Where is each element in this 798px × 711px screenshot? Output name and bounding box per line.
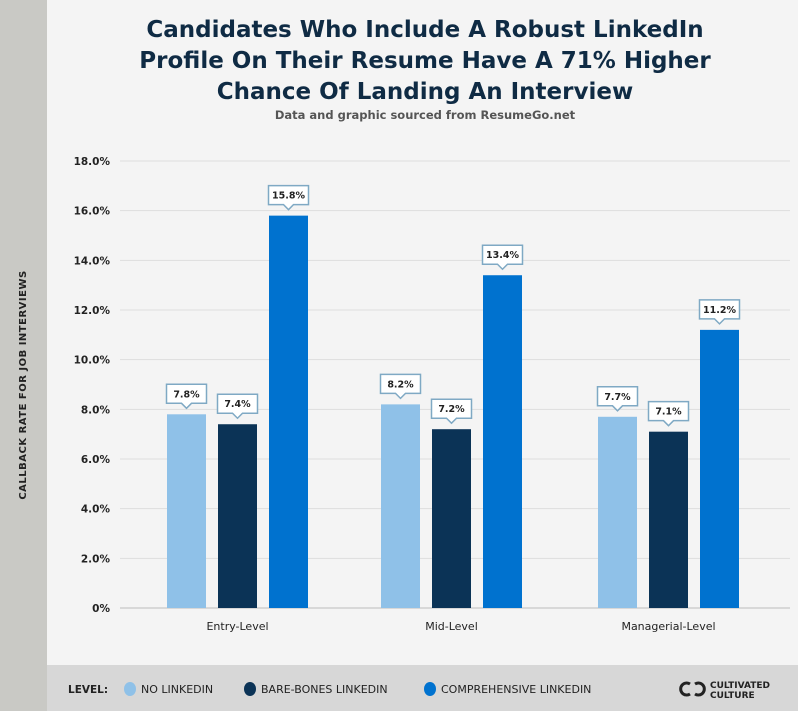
- bar: [432, 429, 471, 608]
- chart-subtitle: Data and graphic sourced from ResumeGo.n…: [275, 108, 576, 122]
- y-tick-label: 2.0%: [81, 553, 111, 565]
- data-label: 13.4%: [486, 250, 519, 261]
- data-label-box: [267, 184, 310, 211]
- data-label: 7.1%: [655, 407, 682, 418]
- y-tick-label: 0%: [92, 603, 110, 615]
- data-label: 8.2%: [387, 379, 414, 390]
- data-label: 7.8%: [173, 389, 200, 400]
- legend-label: NO LINKEDIN: [141, 683, 213, 696]
- brand-logo: CULTIVATED CULTURE: [679, 681, 770, 701]
- bar: [700, 329, 739, 608]
- legend-title: LEVEL:: [68, 684, 108, 696]
- y-tick-label: 4.0%: [81, 504, 111, 516]
- data-label-box: [596, 386, 639, 412]
- data-label: 7.7%: [604, 392, 631, 403]
- chart-title-line-1: Candidates Who Include A Robust LinkedIn: [146, 17, 703, 43]
- legend-swatch: [124, 682, 136, 696]
- legend-swatch: [244, 682, 256, 696]
- data-label: 15.8%: [272, 191, 305, 202]
- left-strip: [0, 0, 47, 711]
- x-tick-label: Mid-Level: [425, 620, 478, 633]
- y-tick-label: 8.0%: [81, 404, 111, 416]
- legend-label: BARE-BONES LINKEDIN: [261, 683, 388, 696]
- y-tick-label: 18.0%: [74, 156, 111, 168]
- bar: [649, 431, 688, 608]
- legend-swatch: [424, 682, 436, 696]
- data-label-box: [165, 383, 208, 410]
- y-tick-label: 12.0%: [74, 305, 111, 317]
- data-label: 7.2%: [438, 404, 465, 415]
- bar: [167, 414, 206, 608]
- data-label-box: [430, 398, 473, 425]
- data-label-box: [379, 373, 422, 400]
- data-label: 11.2%: [703, 305, 736, 316]
- y-axis-label: CALLBACK RATE FOR JOB INTERVIEWS: [18, 270, 29, 499]
- bar: [598, 416, 637, 608]
- bar: [218, 424, 257, 608]
- y-tick-label: 16.0%: [74, 206, 111, 218]
- chart-title-line-3: Chance Of Landing An Interview: [217, 79, 633, 105]
- bar: [483, 275, 522, 608]
- brand-text-2: CULTURE: [710, 691, 755, 701]
- bar: [269, 215, 308, 608]
- data-label: 7.4%: [224, 399, 251, 410]
- y-tick-label: 6.0%: [81, 454, 111, 466]
- y-tick-label: 14.0%: [74, 255, 111, 267]
- legend-label: COMPREHENSIVE LINKEDIN: [441, 683, 591, 696]
- data-label-box: [647, 400, 690, 427]
- y-tick-label: 10.0%: [74, 355, 111, 367]
- link-icon: [679, 681, 706, 697]
- brand-text-1: CULTIVATED: [710, 681, 770, 691]
- chart-title-line-2: Profile On Their Resume Have A 71% Highe…: [139, 48, 711, 74]
- legend-bar: [47, 665, 798, 711]
- data-label-box: [698, 299, 741, 325]
- bar: [381, 404, 420, 608]
- x-tick-label: Managerial-Level: [621, 620, 715, 633]
- x-tick-label: Entry-Level: [206, 620, 268, 633]
- data-label-box: [216, 393, 259, 420]
- data-label-box: [481, 244, 524, 271]
